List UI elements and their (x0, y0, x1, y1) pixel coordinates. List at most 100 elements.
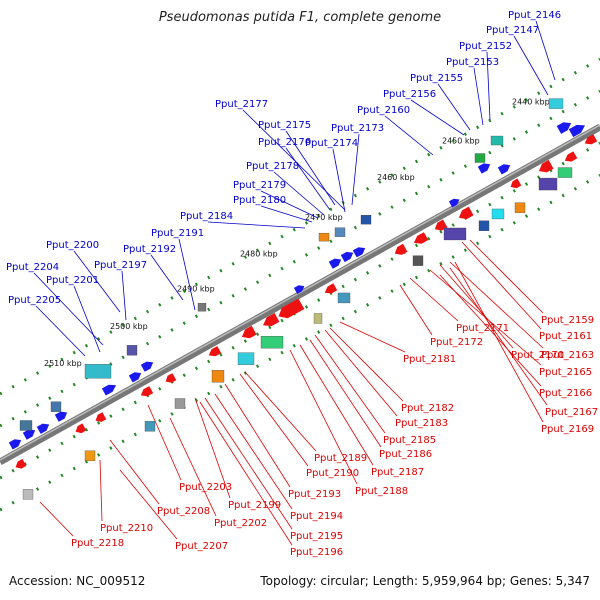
reverse-label-leader (439, 264, 514, 349)
ruler-label: 2500 kbp (110, 322, 148, 331)
reverse-gene-17[interactable] (75, 423, 87, 434)
forward-gene-11[interactable] (128, 372, 142, 383)
forward-gene-12[interactable] (101, 384, 117, 396)
reverse-label-leader (314, 334, 386, 434)
forward-feature-6[interactable] (318, 232, 330, 242)
reverse-gene-label: Pput_2172 (430, 337, 483, 348)
reverse-label-leader (39, 501, 74, 537)
forward-feature-9[interactable] (84, 364, 112, 379)
forward-feature-5[interactable] (334, 227, 346, 237)
reverse-gene-15[interactable] (140, 386, 154, 397)
reverse-gene-16[interactable] (95, 412, 107, 422)
reverse-label-leader (169, 417, 217, 517)
reverse-feature-14[interactable] (144, 421, 156, 432)
accession-text: Accession: NC_009512 (9, 574, 146, 588)
reverse-gene-7[interactable] (413, 232, 429, 244)
reverse-gene-1[interactable] (584, 134, 598, 145)
forward-label-leader (437, 83, 471, 131)
forward-gene-label: Pput_2178 (246, 161, 299, 172)
reverse-gene-14[interactable] (165, 373, 177, 383)
reverse-gene-label: Pput_2208 (157, 506, 210, 517)
forward-gene-label: Pput_2146 (508, 10, 561, 21)
forward-feature-2[interactable] (490, 135, 504, 146)
reverse-gene-label: Pput_2196 (290, 547, 343, 558)
reverse-label-leader (439, 274, 542, 387)
forward-label-leader (150, 254, 184, 301)
reverse-gene-10[interactable] (278, 298, 305, 319)
reverse-gene-label: Pput_2195 (290, 531, 343, 542)
forward-feature-8[interactable] (126, 345, 138, 356)
forward-feature-1[interactable] (548, 98, 564, 109)
forward-gene-15[interactable] (22, 429, 36, 440)
reverse-gene-11[interactable] (263, 313, 280, 327)
reverse-gene-label: Pput_2165 (539, 367, 592, 378)
forward-gene-13[interactable] (54, 411, 68, 422)
reverse-label-leader (461, 241, 542, 330)
reverse-gene-9[interactable] (324, 283, 338, 294)
reverse-feature-2[interactable] (538, 177, 558, 191)
forward-gene-label: Pput_2192 (123, 244, 176, 255)
reverse-gene-label: Pput_2202 (214, 518, 267, 529)
reverse-feature-7[interactable] (412, 255, 424, 266)
reverse-gene-3[interactable] (538, 159, 554, 173)
reverse-feature-8[interactable] (337, 292, 351, 304)
reverse-gene-label: Pput_2189 (314, 453, 367, 464)
tick-track-1 (0, 57, 600, 396)
reverse-feature-15[interactable] (84, 450, 96, 461)
forward-gene-8[interactable] (328, 258, 342, 269)
reverse-feature-16[interactable] (22, 489, 34, 500)
reverse-feature-1[interactable] (557, 167, 573, 178)
forward-gene-9[interactable] (293, 285, 305, 294)
forward-gene-label: Pput_2197 (94, 260, 147, 271)
reverse-feature-10[interactable] (260, 335, 284, 349)
reverse-label-leader (99, 459, 103, 522)
forward-gene-2[interactable] (556, 122, 572, 134)
reverse-feature-11[interactable] (237, 352, 255, 365)
reverse-feature-6[interactable] (443, 227, 467, 241)
reverse-gene-label: Pput_2170 (511, 350, 564, 361)
forward-gene-label: Pput_2160 (357, 105, 410, 116)
reverse-gene-13[interactable] (208, 346, 222, 357)
reverse-feature-3[interactable] (514, 202, 526, 213)
reverse-feature-4[interactable] (491, 208, 505, 220)
forward-feature-3[interactable] (474, 153, 486, 163)
reverse-gene-12[interactable] (241, 325, 257, 339)
forward-label-leader (260, 190, 319, 219)
reverse-label-leader (224, 383, 291, 488)
forward-gene-4[interactable] (477, 163, 491, 174)
forward-label-leader (273, 171, 325, 216)
forward-feature-11[interactable] (19, 420, 33, 431)
forward-gene-label: Pput_2191 (151, 228, 204, 239)
forward-gene-6[interactable] (352, 247, 366, 258)
forward-gene-label: Pput_2147 (486, 25, 539, 36)
reverse-gene-4[interactable] (510, 178, 522, 189)
genome-summary-text: Topology: circular; Length: 5,959,964 bp… (260, 574, 590, 588)
forward-gene-label: Pput_2205 (8, 295, 61, 306)
reverse-gene-18[interactable] (15, 458, 27, 469)
forward-gene-7[interactable] (340, 251, 354, 263)
forward-gene-label: Pput_2204 (6, 262, 59, 273)
reverse-label-leader (289, 349, 358, 485)
forward-gene-3[interactable] (497, 164, 511, 175)
reverse-gene-label: Pput_2194 (290, 511, 343, 522)
ruler-label: 2510 kbp (44, 359, 82, 368)
reverse-feature-12[interactable] (211, 370, 225, 383)
reverse-gene-2[interactable] (564, 151, 578, 162)
reverse-gene-5[interactable] (458, 206, 474, 220)
forward-gene-10[interactable] (140, 361, 154, 372)
forward-feature-4[interactable] (360, 215, 372, 225)
forward-gene-label: Pput_2177 (215, 99, 268, 110)
forward-feature-7[interactable] (197, 303, 207, 312)
reverse-feature-13[interactable] (174, 398, 186, 409)
reverse-gene-label: Pput_2199 (228, 500, 281, 511)
forward-gene-1[interactable] (568, 124, 585, 138)
reverse-gene-label: Pput_2186 (379, 449, 432, 460)
forward-gene-16[interactable] (8, 439, 22, 450)
reverse-feature-5[interactable] (478, 220, 490, 231)
forward-feature-10[interactable] (50, 401, 62, 412)
forward-gene-5[interactable] (448, 198, 460, 208)
reverse-feature-9[interactable] (313, 313, 323, 324)
forward-gene-14[interactable] (36, 423, 50, 434)
reverse-gene-8[interactable] (394, 243, 408, 255)
